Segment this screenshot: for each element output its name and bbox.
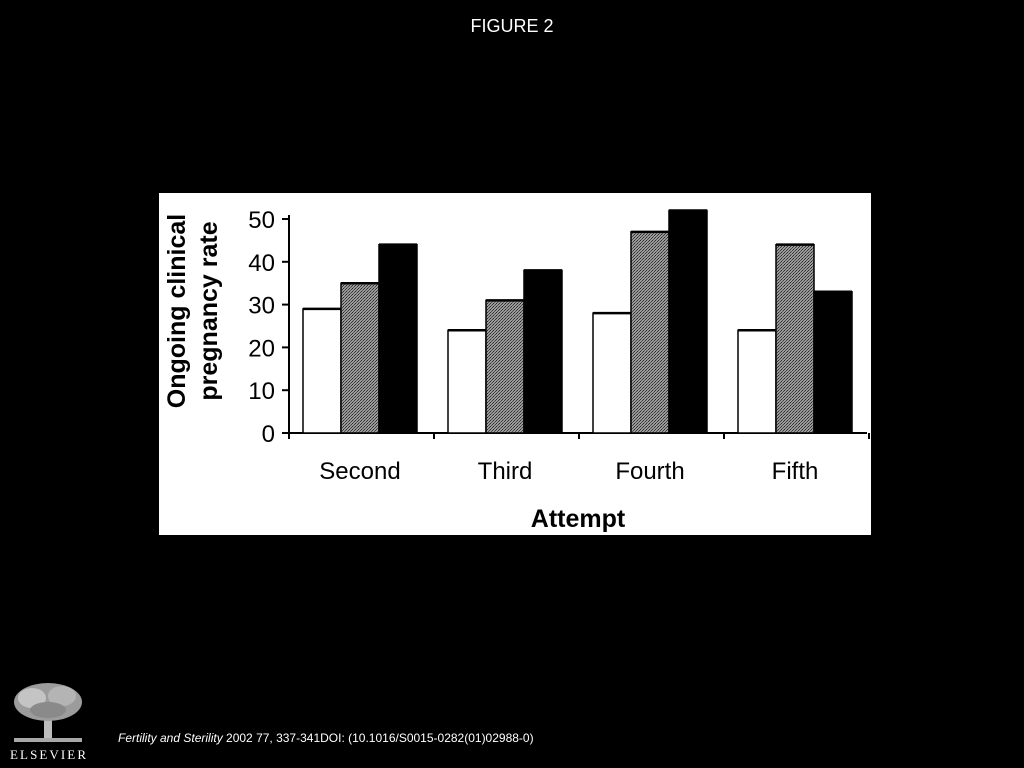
slide-title: FIGURE 2 bbox=[470, 16, 554, 36]
citation: Fertility and Sterility 2002 77, 337-341… bbox=[118, 731, 534, 745]
bar-second-series-1 bbox=[302, 308, 342, 434]
bar-third-series-3 bbox=[523, 269, 563, 434]
elsevier-logo-text: ELSEVIER bbox=[10, 747, 86, 762]
y-tick-label: 40 bbox=[248, 250, 275, 277]
bars bbox=[302, 209, 853, 434]
y-tick-label: 10 bbox=[248, 378, 275, 405]
y-tick-label: 50 bbox=[248, 207, 275, 234]
bar-fifth-series-2 bbox=[775, 243, 815, 434]
citation-details: 2002 77, 337-341DOI: (10.1016/S0015-0282… bbox=[222, 731, 534, 745]
category-label-fourth: Fourth bbox=[615, 458, 684, 485]
x-axis-label: Attempt bbox=[531, 505, 626, 533]
bar-fifth-series-1 bbox=[737, 329, 777, 434]
citation-journal: Fertility and Sterility bbox=[118, 731, 223, 745]
category-label-fifth: Fifth bbox=[772, 458, 819, 485]
bar-fourth-series-2 bbox=[630, 231, 670, 434]
y-tick-label: 30 bbox=[248, 293, 275, 320]
bar-third-series-1 bbox=[447, 329, 487, 434]
category-label-third: Third bbox=[478, 458, 533, 485]
y-axis-label-line-1: Ongoing clinical bbox=[163, 214, 191, 408]
bar-second-series-3 bbox=[378, 243, 418, 434]
bar-chart: Ongoing clinical pregnancy rate 0 10 20 30 40… bbox=[163, 207, 870, 533]
category-labels: Second Third Fourth Fifth bbox=[319, 458, 818, 485]
bar-fifth-series-3 bbox=[813, 291, 853, 434]
y-tick-label: 20 bbox=[248, 335, 275, 362]
y-tick-label: 0 bbox=[262, 421, 275, 448]
bar-fourth-series-1 bbox=[592, 312, 632, 434]
y-axis-label: Ongoing clinical pregnancy rate bbox=[163, 214, 223, 408]
elsevier-tree-icon: ELSEVIER bbox=[10, 683, 86, 762]
y-tick-labels: 0 10 20 30 40 50 bbox=[248, 207, 275, 448]
category-label-second: Second bbox=[319, 458, 400, 485]
bar-second-series-2 bbox=[340, 282, 380, 434]
bar-fourth-series-3 bbox=[668, 209, 708, 434]
chart-panel: Ongoing clinical pregnancy rate 0 10 20 30 40… bbox=[159, 193, 871, 535]
y-axis-label-line-2: pregnancy rate bbox=[195, 221, 223, 400]
bar-third-series-2 bbox=[485, 299, 525, 434]
